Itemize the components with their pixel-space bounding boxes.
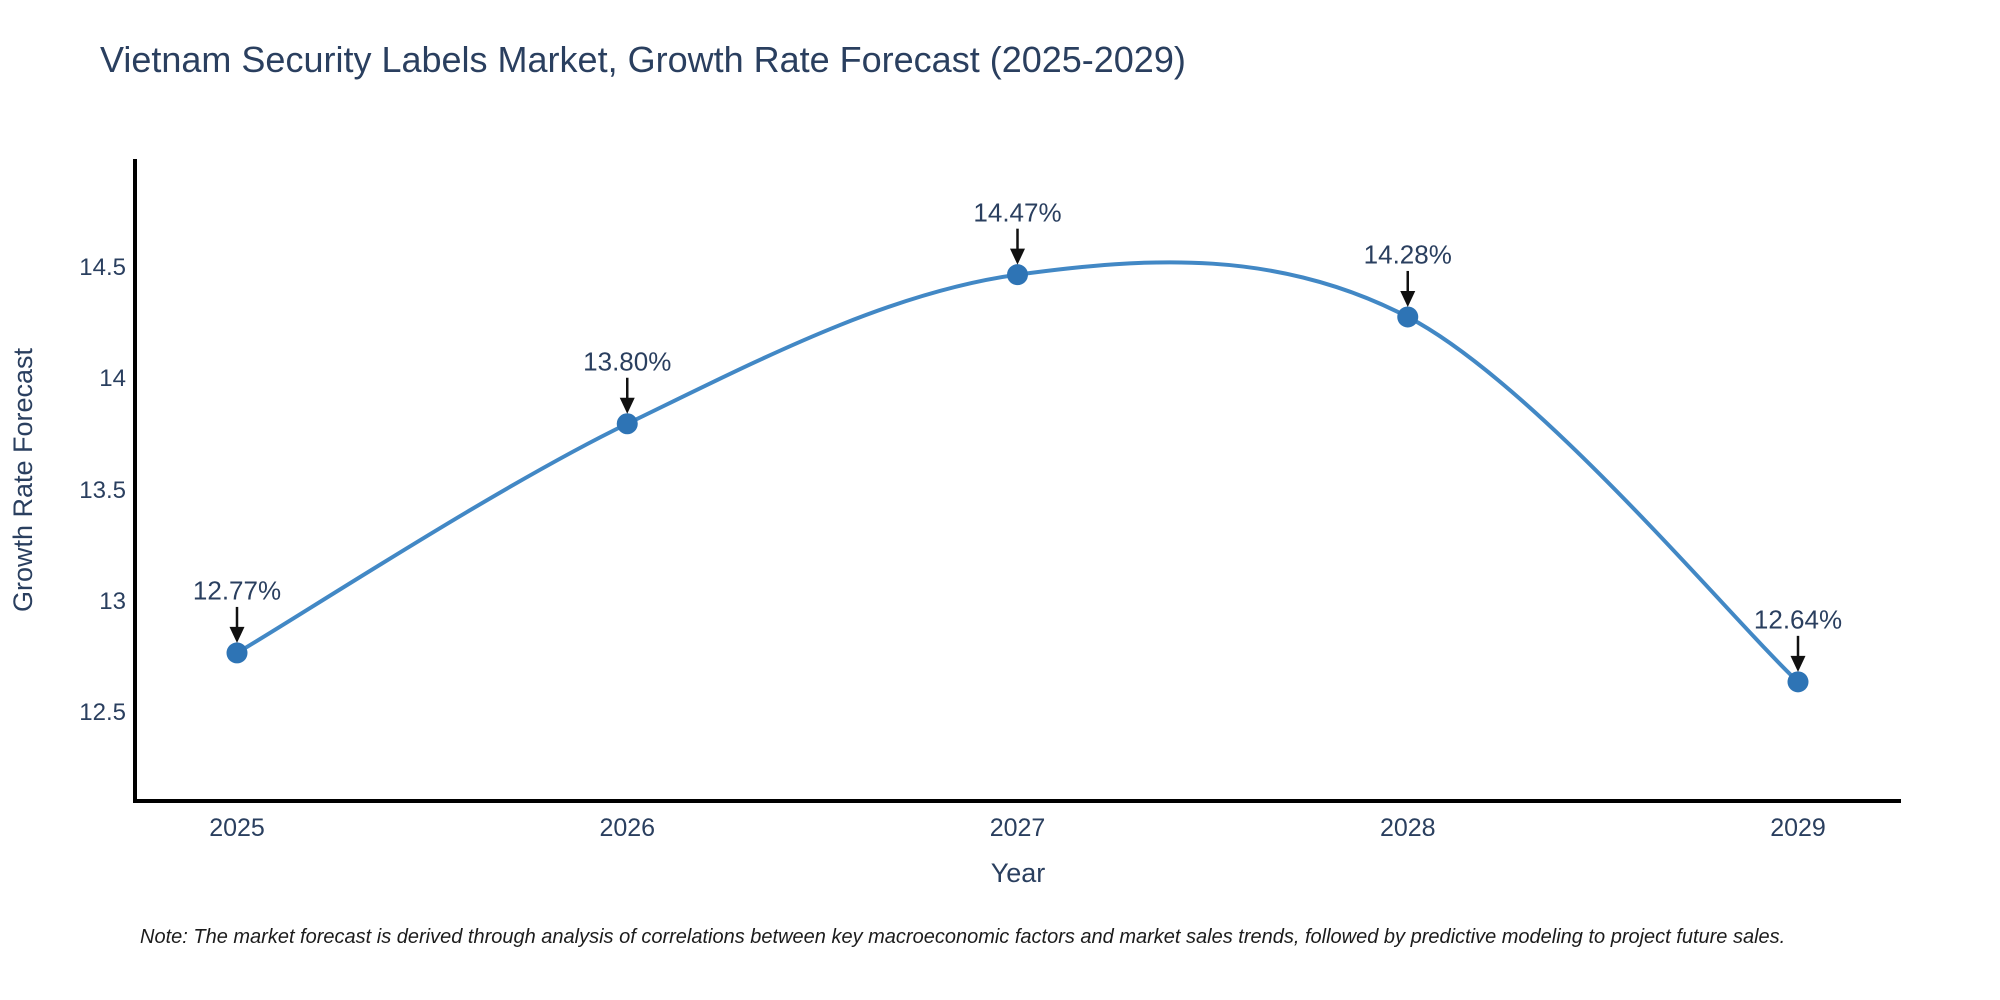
x-tick-label: 2028 [1379,814,1436,842]
series-line-path [235,260,1800,684]
x-tick-label: 2025 [209,814,265,842]
annotation-arrowhead [619,397,635,414]
data-point-marker [226,642,248,664]
chart-title: Vietnam Security Labels Market, Growth R… [100,39,1186,80]
annotation-arrows-group [229,228,1806,672]
data-point-marker [616,413,638,435]
y-tick-label: 14.5 [79,254,126,281]
point-value-label: 13.80% [583,346,672,377]
y-tick-label: 12.5 [79,699,126,726]
point-value-label: 12.77% [192,575,282,606]
annotation-arrowhead [1400,290,1416,307]
point-value-label: 14.28% [1363,239,1452,270]
y-tick-label: 13.5 [79,476,126,504]
point-value-label: 12.64% [1753,604,1843,635]
data-point-marker [1787,671,1809,693]
annotation-arrowhead [1790,655,1806,672]
x-tick-label: 2027 [989,814,1046,842]
data-point-marker [1397,306,1419,328]
footnote: Note: The market forecast is derived thr… [140,926,1786,948]
y-tick-label: 14 [99,365,126,393]
annotation-arrowhead [229,626,245,643]
data-point-marker [1007,264,1028,286]
series-group [226,260,1809,693]
y-tick-label: 13 [99,587,126,615]
x-tick-label: 2029 [1770,814,1826,842]
x-tick-label: 2026 [599,814,656,842]
point-value-label: 14.47% [973,197,1062,228]
x-axis-title: Year [990,858,1046,888]
annotation-arrowhead [1010,248,1025,265]
